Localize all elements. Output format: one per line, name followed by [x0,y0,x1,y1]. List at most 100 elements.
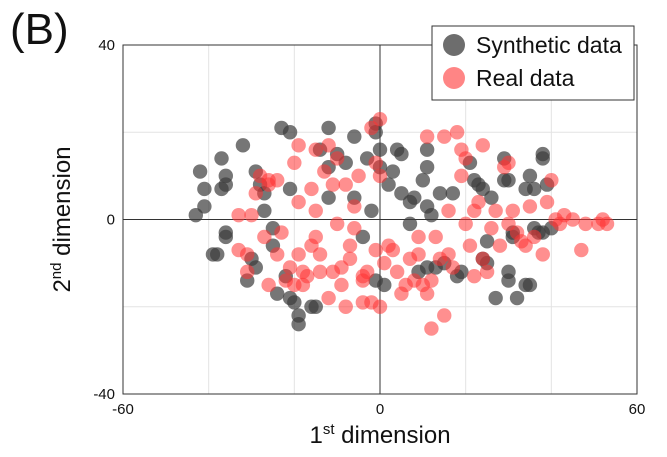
synthetic-point [218,225,233,240]
real-point [424,321,439,336]
synthetic-point [419,142,435,157]
real-point [291,247,306,262]
real-point [527,229,542,245]
real-point [445,260,461,275]
real-point [342,251,358,266]
real-point [261,277,276,293]
real-point [424,273,439,288]
synthetic-point [509,290,525,306]
real-point [248,186,263,201]
synthetic-point [321,120,336,136]
synthetic-point [214,151,229,166]
real-point [488,203,503,218]
real-point [347,221,362,236]
real-point [270,247,285,262]
real-point [437,308,452,323]
x-tick-label: 60 [629,401,646,418]
real-point [329,151,345,166]
synthetic-point [424,207,439,223]
real-point [342,238,358,253]
tick-labels: -60 0 60 -40 0 40 [93,37,645,418]
real-point [539,194,555,210]
synthetic-point [321,190,336,205]
real-point [522,199,538,214]
real-point [274,225,289,240]
real-point [458,151,473,166]
synthetic-point [197,181,212,197]
synthetic-point [522,277,538,293]
synthetic-point [522,168,538,184]
real-point [385,242,401,258]
real-point [299,269,315,284]
synthetic-point [210,247,225,262]
synthetic-point [291,317,306,332]
synthetic-point [402,216,418,232]
synthetic-point [432,186,448,201]
x-tick-label: 0 [376,401,384,418]
real-point [325,177,341,192]
points-layer [188,111,615,336]
real-point [304,181,319,197]
axes-layer [122,44,638,395]
real-point [257,229,272,245]
synthetic-point [257,203,272,218]
synthetic-point [407,190,422,205]
legend: Synthetic data Real data [431,25,635,101]
real-point [347,199,362,214]
real-point [467,269,482,284]
synthetic-point [394,146,409,162]
real-point [291,194,306,210]
synthetic-point [535,146,550,162]
real-point [329,216,345,232]
synthetic-point [484,190,499,205]
real-point [312,247,328,262]
real-point [389,264,405,280]
real-point [599,216,615,232]
y-axis-title: 2nd dimension [48,146,76,292]
real-point [287,155,302,170]
real-point [308,229,323,245]
x-tick-label: -60 [112,401,134,418]
real-point [505,203,520,218]
synthetic-point [192,164,208,179]
real-point [372,111,388,127]
legend-label-real: Real data [476,65,575,91]
x-axis-title: 1st dimension [309,421,450,449]
real-point [484,221,499,236]
legend-label-synthetic: Synthetic data [476,32,622,58]
real-point [312,264,328,280]
legend-box [431,25,635,101]
y-tick-label: 40 [98,37,115,54]
synthetic-point [385,164,401,179]
y-tick-label: 0 [107,212,115,229]
real-point [501,155,516,170]
synthetic-point [415,173,431,188]
synthetic-point [419,159,435,175]
synthetic-point [287,295,302,310]
legend-marker-synthetic [443,34,465,56]
real-point [321,290,336,306]
real-point [492,238,508,253]
synthetic-point [488,290,503,306]
real-point [437,129,452,144]
real-point [244,207,259,223]
synthetic-point [527,181,542,197]
synthetic-point [501,273,516,288]
synthetic-point [197,199,212,214]
real-point [419,286,435,301]
real-point [471,194,486,210]
synthetic-point [445,186,461,201]
real-point [372,299,388,314]
real-point [377,255,392,271]
synthetic-point [501,173,516,188]
real-point [462,238,478,253]
real-point [372,168,388,184]
real-point [317,164,332,179]
real-point [475,251,490,266]
real-point [240,247,255,262]
real-point [308,203,323,218]
real-point [368,155,383,170]
real-point [544,173,559,188]
synthetic-point [479,234,495,249]
